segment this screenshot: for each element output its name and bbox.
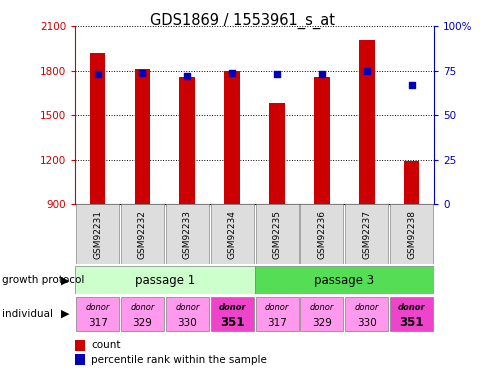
- Bar: [389, 204, 432, 264]
- Text: donor: donor: [354, 303, 378, 312]
- Text: GDS1869 / 1553961_s_at: GDS1869 / 1553961_s_at: [150, 13, 334, 29]
- Bar: [179, 78, 195, 204]
- Text: GSM92233: GSM92233: [182, 210, 192, 259]
- Text: donor: donor: [264, 303, 288, 312]
- Text: 329: 329: [132, 318, 152, 328]
- Bar: [135, 69, 150, 204]
- Text: 330: 330: [356, 318, 376, 328]
- Text: GSM92232: GSM92232: [137, 210, 147, 259]
- Bar: [345, 204, 388, 264]
- Bar: [345, 297, 388, 331]
- Point: [138, 70, 146, 76]
- Bar: [254, 266, 433, 294]
- Bar: [210, 297, 253, 331]
- Bar: [358, 40, 374, 204]
- Text: count: count: [91, 340, 121, 350]
- Text: percentile rank within the sample: percentile rank within the sample: [91, 355, 267, 365]
- Bar: [314, 78, 329, 204]
- Point: [93, 71, 101, 77]
- Bar: [75, 340, 85, 351]
- Bar: [121, 297, 164, 331]
- Text: donor: donor: [218, 303, 245, 312]
- Text: GSM92236: GSM92236: [317, 210, 326, 259]
- Bar: [75, 354, 85, 365]
- Bar: [255, 204, 298, 264]
- Bar: [75, 266, 254, 294]
- Text: GSM92237: GSM92237: [362, 210, 371, 259]
- Text: 351: 351: [219, 316, 244, 330]
- Text: donor: donor: [175, 303, 199, 312]
- Point: [228, 70, 236, 76]
- Bar: [269, 104, 284, 204]
- Bar: [224, 71, 240, 204]
- Text: GSM92231: GSM92231: [93, 210, 102, 259]
- Point: [272, 71, 280, 77]
- Bar: [76, 204, 119, 264]
- Text: donor: donor: [397, 303, 424, 312]
- Bar: [121, 204, 164, 264]
- Text: 351: 351: [398, 316, 423, 330]
- Bar: [300, 204, 343, 264]
- Text: GSM92235: GSM92235: [272, 210, 281, 259]
- Bar: [90, 53, 105, 204]
- Bar: [255, 297, 298, 331]
- Text: individual: individual: [2, 309, 53, 319]
- Text: 317: 317: [88, 318, 107, 328]
- Text: donor: donor: [130, 303, 154, 312]
- Text: GSM92234: GSM92234: [227, 210, 236, 259]
- Text: GSM92238: GSM92238: [406, 210, 415, 259]
- Bar: [210, 204, 253, 264]
- Point: [183, 73, 191, 79]
- Text: 330: 330: [177, 318, 197, 328]
- Bar: [389, 297, 432, 331]
- Text: donor: donor: [309, 303, 333, 312]
- Text: donor: donor: [85, 303, 109, 312]
- Text: 317: 317: [267, 318, 287, 328]
- Bar: [76, 297, 119, 331]
- Bar: [166, 297, 209, 331]
- Text: passage 1: passage 1: [135, 274, 195, 287]
- Bar: [166, 204, 209, 264]
- Bar: [403, 161, 419, 204]
- Text: ▶: ▶: [61, 275, 70, 285]
- Point: [318, 71, 325, 77]
- Point: [362, 68, 370, 74]
- Text: growth protocol: growth protocol: [2, 275, 85, 285]
- Text: ▶: ▶: [61, 309, 70, 319]
- Text: 329: 329: [311, 318, 331, 328]
- Text: passage 3: passage 3: [314, 274, 374, 287]
- Bar: [300, 297, 343, 331]
- Point: [407, 82, 415, 88]
